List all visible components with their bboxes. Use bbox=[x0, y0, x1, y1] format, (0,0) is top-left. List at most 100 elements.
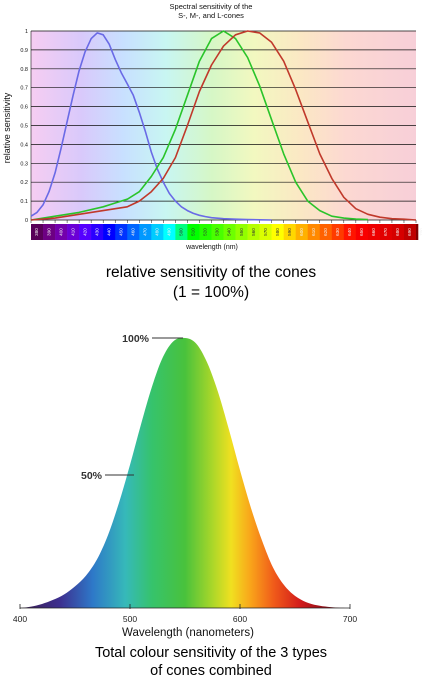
spectrum-band bbox=[355, 224, 369, 240]
spectrum-band bbox=[259, 224, 272, 240]
y-tick-label: 0.6 bbox=[20, 105, 28, 111]
y-tick-label: 0.2 bbox=[20, 180, 28, 186]
spectrum-band bbox=[391, 224, 405, 240]
y-tick-label: 0.5 bbox=[20, 124, 28, 130]
x-tick-label: 570 bbox=[263, 228, 268, 236]
spectrum-band bbox=[307, 224, 321, 240]
y-tick-label: 1 bbox=[25, 29, 28, 35]
x-tick-label: 610 bbox=[311, 228, 316, 236]
x-tick-label: 580 bbox=[275, 228, 280, 236]
x-tick-label: 590 bbox=[287, 228, 292, 236]
x-tick-label: 390 bbox=[46, 228, 51, 236]
total-sensitivity-chart: 400 500 600 700 Wavelength (nanometers) 100… bbox=[13, 333, 357, 639]
x-tick-label: 460 bbox=[130, 228, 135, 236]
top-caption: relative sensitivity of the cones (1 = 1… bbox=[0, 263, 422, 303]
spectrum-band bbox=[295, 224, 309, 240]
y-tick-label: 0 bbox=[25, 218, 28, 224]
series-line-L bbox=[30, 30, 417, 221]
spectrum-band bbox=[139, 224, 152, 240]
annotation-label: 100% bbox=[122, 333, 150, 345]
x-tick-label: 410 bbox=[70, 228, 75, 236]
x-tick-label: 380 bbox=[34, 228, 39, 236]
y-tick-label: 0.3 bbox=[20, 161, 28, 167]
top-caption-line-2: (1 = 100%) bbox=[172, 284, 250, 301]
series-line-M bbox=[30, 30, 368, 221]
y-tick-label: 0.8 bbox=[20, 67, 28, 73]
x-tick-label: 700 bbox=[419, 228, 422, 236]
spectrum-band bbox=[115, 224, 128, 240]
x-tick-label: 540 bbox=[227, 228, 232, 236]
spectrum-band bbox=[343, 224, 357, 240]
x-tick-label: 400 bbox=[13, 614, 27, 624]
x-tick-label: 650 bbox=[359, 228, 364, 236]
spectrum-band bbox=[199, 224, 212, 240]
spectrum-band bbox=[223, 224, 236, 240]
spectrum-band bbox=[103, 224, 116, 240]
x-tick-label: 480 bbox=[155, 228, 160, 236]
x-tick-label: 670 bbox=[383, 228, 388, 236]
y-tick-label: 0.9 bbox=[20, 48, 28, 54]
x-tick-label: 700 bbox=[343, 614, 357, 624]
top-caption-line-1: relative sensitivity of the cones bbox=[105, 264, 317, 281]
x-axis-label: Wavelength (nanometers) bbox=[122, 627, 254, 639]
spectrum-band bbox=[127, 224, 140, 240]
x-tick-label: 600 bbox=[233, 614, 247, 624]
spectrum-band bbox=[367, 224, 381, 240]
spectrum-band bbox=[175, 224, 188, 240]
x-tick-label: 490 bbox=[167, 228, 172, 236]
total-sensitivity-area bbox=[20, 337, 350, 608]
x-tick-label: 680 bbox=[395, 228, 400, 236]
spectrum-band bbox=[211, 224, 224, 240]
bottom-caption-line-2: of cones combined bbox=[150, 663, 272, 679]
x-tick-label: 420 bbox=[82, 228, 87, 236]
spectrum-band bbox=[79, 224, 92, 240]
x-tick-label: 600 bbox=[299, 228, 304, 236]
x-tick-label: 640 bbox=[347, 228, 352, 236]
spectrum-band bbox=[379, 224, 393, 240]
cone-sensitivity-chart: Spectral sensitivity of the S-, M-, and L… bbox=[2, 2, 422, 251]
spectrum-band bbox=[67, 224, 80, 240]
spectrum-band bbox=[43, 224, 56, 240]
x-tick-label: 520 bbox=[203, 228, 208, 236]
x-tick-label: 620 bbox=[323, 228, 328, 236]
x-tick-label: 510 bbox=[191, 228, 196, 236]
spectrum-band bbox=[163, 224, 176, 240]
spectrum-band bbox=[319, 224, 333, 240]
spectrum-band bbox=[283, 224, 296, 240]
x-tick-label: 550 bbox=[239, 228, 244, 236]
x-tick-label: 430 bbox=[94, 228, 99, 236]
spectrum-band bbox=[331, 224, 345, 240]
chart-title: Spectral sensitivity of the S-, M-, and L… bbox=[170, 2, 253, 20]
x-tick-label: 530 bbox=[215, 228, 220, 236]
series-line-S bbox=[30, 32, 272, 221]
spectrum-band bbox=[403, 224, 417, 240]
spectrum-band bbox=[55, 224, 68, 240]
x-tick-label: 470 bbox=[143, 228, 148, 236]
y-tick-label: 0.1 bbox=[20, 199, 28, 205]
spectrum-band bbox=[151, 224, 164, 240]
y-tick-label: 0.4 bbox=[20, 142, 28, 148]
bottom-caption-line-1: Total colour sensitivity of the 3 types bbox=[94, 645, 328, 661]
spectrum-band bbox=[31, 224, 44, 240]
spectrum-band bbox=[247, 224, 260, 240]
x-tick-label: 440 bbox=[106, 228, 111, 236]
x-axis-label: wavelength (nm) bbox=[185, 244, 238, 251]
bottom-caption: Total colour sensitivity of the 3 types … bbox=[0, 644, 422, 680]
x-tick-label: 660 bbox=[371, 228, 376, 236]
x-tick-label: 500 bbox=[123, 614, 137, 624]
x-tick-label: 500 bbox=[179, 228, 184, 236]
x-tick-label: 450 bbox=[118, 228, 123, 236]
x-tick-label: 400 bbox=[58, 228, 63, 236]
spectrum-band bbox=[187, 224, 200, 240]
x-tick-label: 560 bbox=[251, 228, 256, 236]
spectrum-band bbox=[91, 224, 104, 240]
y-tick-label: 0.7 bbox=[20, 86, 28, 92]
y-axis-label: relative sensitivity bbox=[2, 92, 12, 163]
spectrum-band bbox=[235, 224, 248, 240]
spectrum-band bbox=[271, 224, 284, 240]
x-tick-label: 690 bbox=[407, 228, 412, 236]
x-tick-label: 630 bbox=[335, 228, 340, 236]
annotation-label: 50% bbox=[81, 470, 103, 482]
spectrum-band bbox=[416, 224, 419, 240]
